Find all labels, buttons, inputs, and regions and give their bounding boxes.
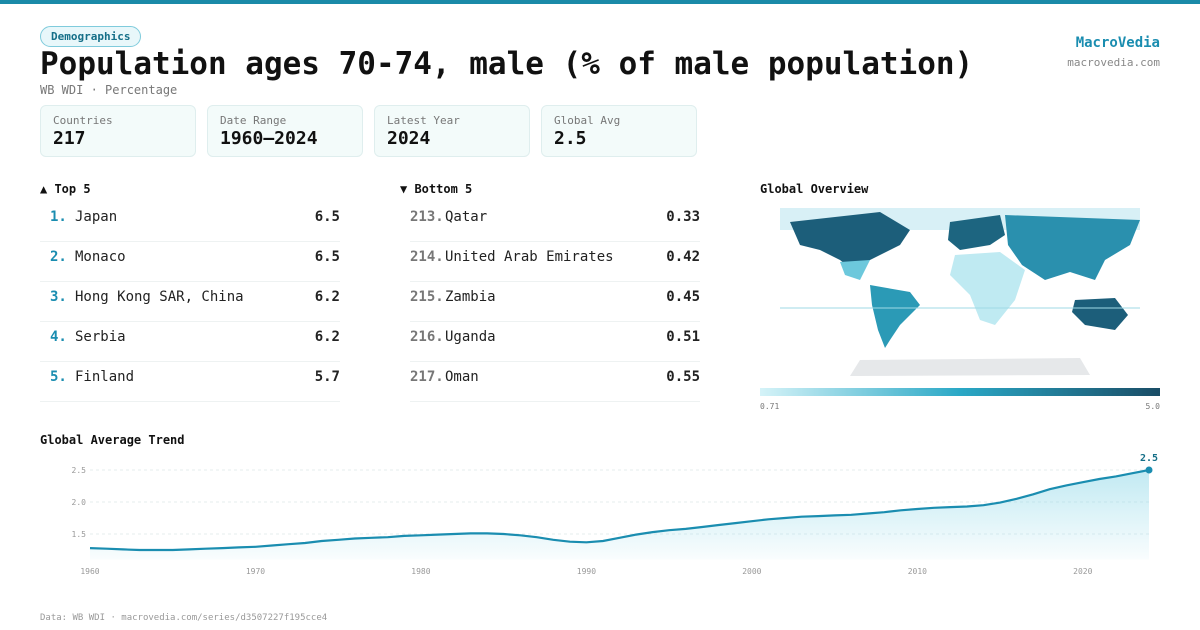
stat-label: Countries (53, 114, 113, 127)
rank: 214. (410, 249, 444, 265)
trend-title: Global Average Trend (40, 433, 185, 447)
end-label: 2.5 (1140, 453, 1158, 464)
value: 6.2 (314, 329, 340, 345)
rank: 216. (410, 329, 444, 345)
brand: MacroVedia (1075, 35, 1160, 51)
rank: 215. (410, 289, 444, 305)
stat-value: 1960–2024 (220, 128, 318, 149)
value: 6.5 (314, 249, 340, 265)
x-tick-label: 1970 (246, 567, 265, 576)
x-tick-label: 1990 (577, 567, 596, 576)
country: Zambia (445, 289, 496, 305)
stat-value: 2.5 (554, 128, 587, 149)
legend-max: 5.0 (1145, 402, 1160, 411)
legend-min: 0.71 (760, 402, 780, 411)
stat-card: Latest Year 2024 (374, 105, 530, 157)
rank: 1. (50, 209, 67, 225)
badge: Demographics (40, 26, 142, 47)
end-point (1145, 466, 1153, 474)
subtitle: WB WDI · Percentage (40, 83, 178, 97)
rank: 4. (50, 329, 67, 345)
map (780, 208, 1140, 376)
country: Serbia (75, 329, 126, 345)
africa (950, 252, 1025, 325)
x-tick-label: 2010 (908, 567, 927, 576)
color-bar (760, 388, 1160, 396)
title: Population ages 70-74, male (% of male p… (40, 46, 974, 82)
list-row: 2. Monaco 6.5 (40, 241, 340, 282)
top-bar (0, 0, 1200, 4)
site: macrovedia.com (1067, 56, 1160, 69)
list-row: 215. Zambia 0.45 (410, 281, 700, 322)
stat-label: Latest Year (387, 114, 460, 127)
area (90, 470, 1149, 560)
australia (1072, 298, 1128, 330)
antarctica (850, 358, 1090, 376)
country: United Arab Emirates (445, 249, 614, 265)
list-row: 4. Serbia 6.2 (40, 321, 340, 362)
x-tick-label: 1960 (80, 567, 99, 576)
y-tick-label: 2.0 (72, 498, 87, 507)
value: 0.33 (666, 209, 700, 225)
list-row: 1. Japan 6.5 (40, 201, 340, 242)
asia (1005, 215, 1140, 280)
list-row: 3. Hong Kong SAR, China 6.2 (40, 281, 340, 322)
x-tick-label: 2000 (742, 567, 761, 576)
country: Hong Kong SAR, China (75, 289, 244, 305)
list-row: 217. Oman 0.55 (410, 361, 700, 402)
stat-card: Countries 217 (40, 105, 196, 157)
stat-label: Global Avg (554, 114, 621, 127)
value: 0.42 (666, 249, 700, 265)
value: 5.7 (314, 369, 340, 385)
x-tick-label: 2020 (1073, 567, 1092, 576)
list-row: 213. Qatar 0.33 (410, 201, 700, 242)
stat-value: 2024 (387, 128, 431, 149)
south-america (870, 285, 920, 348)
country: Monaco (75, 249, 126, 265)
central-america (840, 260, 870, 280)
country: Japan (75, 209, 118, 225)
value: 0.51 (666, 329, 700, 345)
y-tick-label: 1.5 (72, 530, 87, 539)
bottom-title: ▼ Bottom 5 (400, 182, 473, 196)
list-row: 5. Finland 5.7 (40, 361, 340, 402)
value: 6.5 (314, 209, 340, 225)
line (89, 468, 1150, 552)
top-title: ▲ Top 5 (40, 182, 91, 196)
footer: Data: WB WDI · macrovedia.com/series/d35… (40, 613, 328, 623)
rank: 2. (50, 249, 67, 265)
europe (948, 215, 1005, 250)
color-scale (760, 388, 1160, 396)
country: Uganda (445, 329, 496, 345)
map-title: Global Overview (760, 182, 869, 196)
rank: 213. (410, 209, 444, 225)
rank: 3. (50, 289, 67, 305)
y-tick-label: 2.5 (72, 466, 87, 475)
stat-card: Global Avg 2.5 (541, 105, 697, 157)
stat-label: Date Range (220, 114, 287, 127)
country: Qatar (445, 209, 488, 225)
north-america (790, 212, 910, 272)
value: 6.2 (314, 289, 340, 305)
stat-card: Date Range 1960–2024 (207, 105, 363, 157)
stat-value: 217 (53, 128, 86, 149)
country: Finland (75, 369, 135, 385)
x-tick-label: 1980 (411, 567, 430, 576)
list-row: 216. Uganda 0.51 (410, 321, 700, 362)
value: 0.45 (666, 289, 700, 305)
value: 0.55 (666, 369, 700, 385)
rank: 5. (50, 369, 67, 385)
rank: 217. (410, 369, 444, 385)
list-row: 214. United Arab Emirates 0.42 (410, 241, 700, 282)
country: Oman (445, 369, 479, 385)
